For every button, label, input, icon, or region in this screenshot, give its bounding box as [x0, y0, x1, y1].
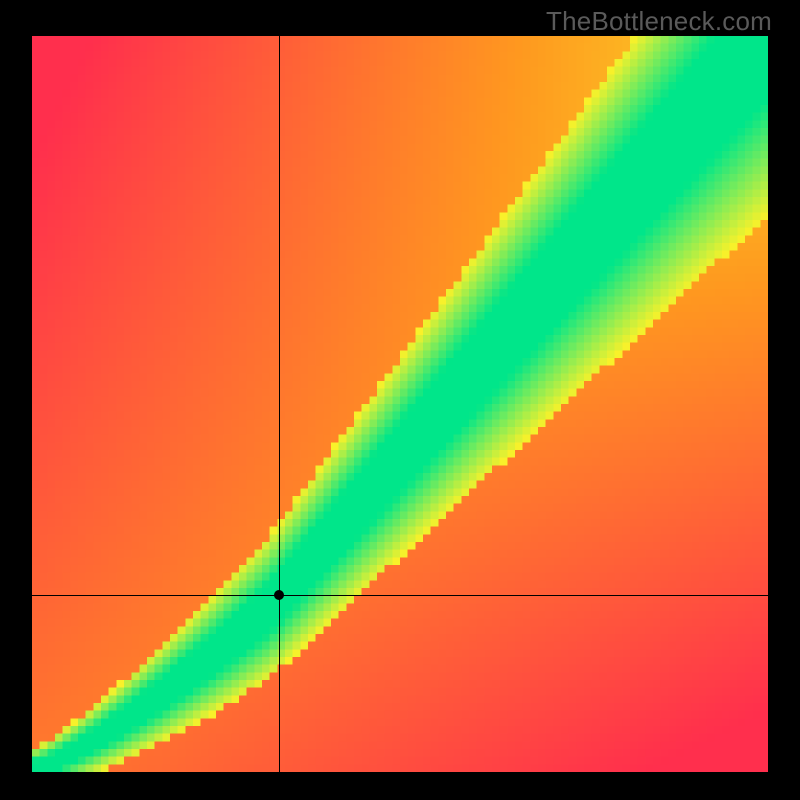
crosshair-horizontal — [32, 595, 768, 596]
heatmap-plot — [32, 36, 768, 772]
crosshair-vertical — [279, 36, 280, 772]
crosshair-marker — [274, 590, 284, 600]
heatmap-canvas — [32, 36, 768, 772]
watermark-text: TheBottleneck.com — [546, 6, 772, 37]
